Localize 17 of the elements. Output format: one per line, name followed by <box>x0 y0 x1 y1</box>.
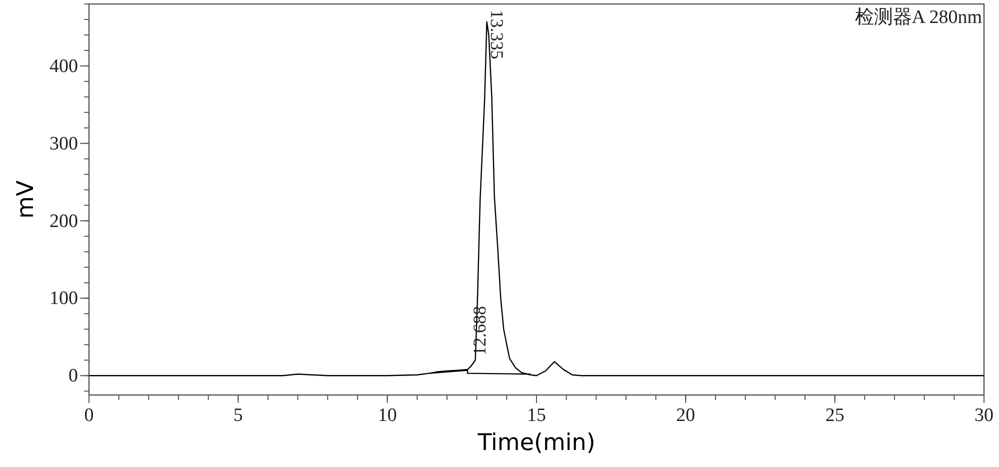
y-tick-label: 300 <box>50 133 78 154</box>
x-axis-title: Time(min) <box>476 430 596 456</box>
y-tick-label: 400 <box>50 56 78 77</box>
y-tick-label: 100 <box>50 288 78 310</box>
x-tick-label: 30 <box>974 405 994 426</box>
annotation: 13.335 <box>486 10 507 60</box>
x-tick-label: 10 <box>378 405 397 426</box>
x-tick-label: 0 <box>84 405 94 426</box>
x-tick-label: 25 <box>825 405 844 426</box>
annotation: 12.688 <box>470 306 490 356</box>
x-tick-label: 20 <box>676 405 696 426</box>
annotation: 检测器A 280nm <box>854 7 982 28</box>
y-tick-label: 200 <box>50 210 78 232</box>
y-axis-title: mV <box>13 180 39 219</box>
x-tick-label: 15 <box>527 405 546 426</box>
x-tick-label: 5 <box>233 405 243 426</box>
y-tick-label: 0 <box>68 366 78 387</box>
